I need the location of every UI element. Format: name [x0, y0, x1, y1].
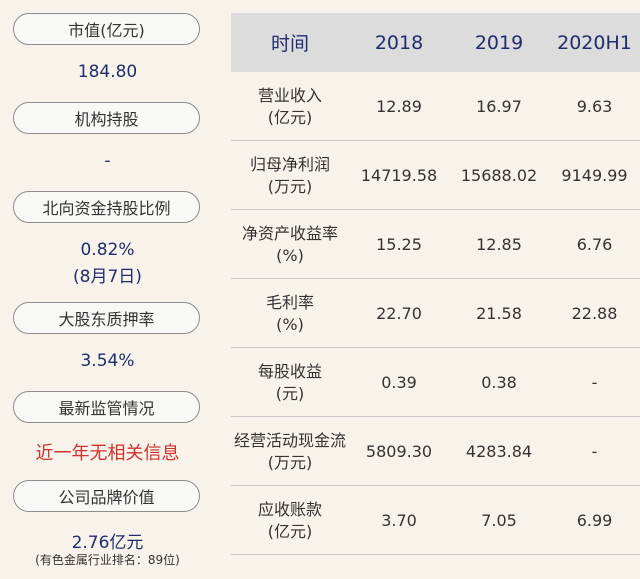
pledge-ratio-value: 3.54% [80, 351, 135, 371]
table-cell: - [591, 441, 598, 461]
table-cell: - [591, 372, 598, 392]
table-cell: 12.89 [376, 96, 422, 116]
market-cap-value: 184.80 [77, 62, 138, 82]
table-row: 毛利率 (%) 22.70 21.58 22.88 [231, 279, 640, 348]
northbound-ratio-date: (8月7日) [73, 267, 142, 287]
row-label: 应收账款 (亿元) [257, 499, 322, 541]
table-cell: 14719.58 [360, 165, 438, 185]
table-cell: 9149.99 [561, 165, 628, 185]
regulatory-status-value: 近一年无相关信息 [35, 443, 180, 464]
header-cell: 2019 [474, 31, 524, 54]
table-cell: 15688.02 [460, 165, 538, 185]
header-cell: 2018 [374, 31, 424, 54]
header-cell: 2020H1 [557, 31, 632, 54]
table-cell: 6.76 [576, 234, 613, 254]
table-row: 营业收入 (亿元) 12.89 16.97 9.63 [231, 72, 640, 141]
market-cap-label: 市值(亿元) [13, 13, 200, 45]
row-label: 营业收入 (亿元) [257, 85, 322, 127]
institutional-holding-value: - [104, 151, 111, 171]
brand-value-value: 2.76亿元 [71, 533, 144, 553]
row-label: 毛利率 (%) [265, 292, 314, 334]
northbound-ratio-label: 北向资金持股比例 [13, 191, 200, 223]
table-row: 归母净利润 (万元) 14719.58 15688.02 9149.99 [231, 141, 640, 210]
table-cell: 22.88 [571, 303, 618, 323]
left-panel: 市值(亿元) 184.80 机构持股 - 北向资金持股比例 0.82% (8月7… [0, 0, 215, 579]
table-row: 净资产收益率 (%) 15.25 12.85 6.76 [231, 210, 640, 279]
table-cell: 15.25 [376, 234, 422, 254]
table-row: 每股收益 (元) 0.39 0.38 - [231, 348, 640, 417]
table-cell: 21.58 [476, 303, 522, 323]
pledge-ratio-label: 大股东质押率 [13, 302, 200, 334]
table-cell: 4283.84 [465, 441, 533, 461]
table-cell: 9.63 [576, 96, 613, 116]
table-cell: 22.70 [376, 303, 422, 323]
table-row: 应收账款 (亿元) 3.70 7.05 6.99 [231, 486, 640, 555]
row-label: 每股收益 (元) [257, 361, 322, 403]
table-cell: 5809.30 [365, 441, 433, 461]
northbound-ratio-value: 0.82% [80, 240, 135, 260]
table-cell: 6.99 [576, 510, 613, 530]
institutional-holding-label: 机构持股 [13, 102, 200, 134]
table-cell: 12.85 [476, 234, 522, 254]
table-cell: 7.05 [481, 510, 517, 530]
table-header: 时间 2018 2019 2020H1 [231, 13, 640, 72]
brand-value-note: (有色金属行业排名：89位) [35, 553, 180, 567]
table-cell: 0.38 [481, 372, 517, 392]
row-label: 归母净利润 (万元) [249, 154, 330, 196]
table-cell: 3.70 [381, 510, 417, 530]
row-label: 经营活动现金流 (万元) [233, 430, 346, 472]
table-cell: 0.39 [381, 372, 417, 392]
header-cell: 时间 [270, 33, 309, 55]
row-label: 净资产收益率 (%) [241, 223, 338, 265]
table-cell: 16.97 [476, 96, 522, 116]
regulatory-status-label: 最新监管情况 [13, 391, 200, 423]
brand-value-label: 公司品牌价值 [13, 480, 200, 512]
table-row: 经营活动现金流 (万元) 5809.30 4283.84 - [231, 417, 640, 486]
